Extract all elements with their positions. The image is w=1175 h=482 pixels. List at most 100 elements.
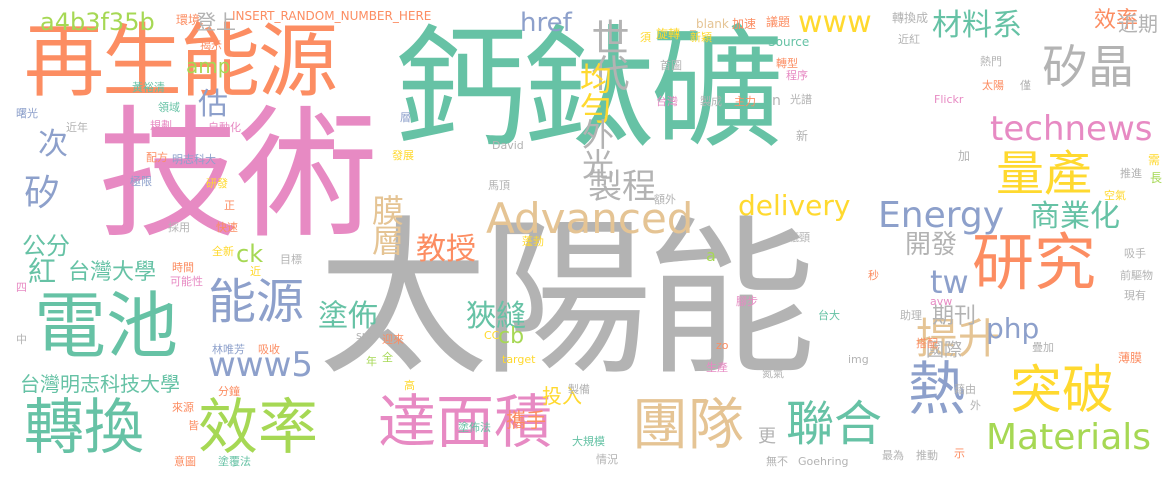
word: Source (768, 35, 810, 49)
word: 期刊 (932, 304, 977, 329)
word: 吸手 (1124, 247, 1146, 260)
word: 助理 (900, 309, 922, 322)
word: 高 (404, 379, 415, 392)
word: tw (930, 263, 969, 301)
word: ck (236, 240, 264, 268)
word: 曙光 (16, 107, 38, 120)
word: 吸收 (258, 343, 280, 356)
word: 轉換 (24, 393, 144, 463)
word: 林唯芳 (212, 343, 245, 356)
word: 時間 (172, 261, 194, 274)
word: 台大 (818, 309, 840, 322)
word: n (772, 93, 781, 109)
word: 層 (400, 111, 411, 124)
word: 台灣大學 (68, 260, 157, 285)
word: 薄膜 (1118, 351, 1143, 365)
word: 台灣 (656, 95, 678, 108)
word: 光譜 (790, 93, 812, 106)
word: _blank (690, 17, 729, 31)
word: 環境 (176, 13, 201, 27)
word: 極限 (130, 175, 152, 188)
word: 腳步 (736, 295, 758, 308)
word: INSERT_RANDOM_NUMBER_HERE (232, 9, 432, 23)
word: 現有 (1124, 289, 1146, 302)
word: 生產 (706, 361, 728, 374)
word: 示 (954, 447, 965, 460)
word: 世代 (585, 18, 629, 90)
word: 近年 (66, 121, 88, 134)
word: 熱門 (980, 55, 1002, 68)
word: Materials (986, 417, 1152, 458)
word: 加 (958, 149, 971, 163)
word: 外 (970, 399, 981, 412)
word: 大規模 (572, 435, 605, 448)
word: 聯合 (786, 396, 883, 452)
word: 自動化 (208, 121, 241, 134)
word: 效率 (198, 393, 318, 463)
word: 研究 (972, 226, 1097, 299)
word: 製成 (700, 95, 722, 108)
word: 估 (198, 87, 228, 122)
word: 前驅物 (1120, 269, 1153, 282)
word: href (520, 8, 572, 38)
word: 紅 (28, 255, 57, 288)
word: 近 (250, 265, 261, 278)
word: 迎來 (382, 333, 404, 346)
word: 快速 (216, 221, 238, 234)
word: 塗覆法 (218, 455, 251, 468)
word: zo (716, 339, 729, 352)
word: 近紅 (898, 33, 920, 46)
word: 配方 (146, 151, 168, 164)
word: 全新 (212, 245, 234, 258)
word: avw (930, 295, 953, 308)
word: 馬頂 (488, 179, 510, 192)
word: 膜層 (367, 194, 405, 255)
word: 矽 (24, 173, 61, 214)
word: 攜手 (506, 408, 546, 432)
word: 發展 (392, 149, 414, 162)
word: 長 (1150, 171, 1163, 185)
word: img (848, 353, 869, 366)
word: 須 (640, 31, 651, 44)
word: 量產 (996, 146, 1093, 202)
word: 首圖 (660, 59, 682, 72)
word: 塗佈法 (458, 421, 491, 434)
word: CC (484, 329, 500, 342)
word: 採用 (168, 221, 190, 234)
word: 台灣明志科技大學 (20, 372, 180, 396)
word: 藉由 (954, 383, 976, 396)
word: 鈣鈦礦 (395, 13, 783, 167)
word: 正 (224, 199, 235, 212)
word: 可能性 (170, 275, 203, 288)
word: 投入 (542, 384, 582, 408)
word: 研發 (206, 177, 228, 190)
word: 蓬勃 (522, 235, 544, 248)
word: Energy (878, 195, 1005, 236)
word: amp (186, 54, 231, 78)
word: 領域 (158, 101, 180, 114)
word: 狹縫 (466, 299, 526, 334)
word: 塗佈 (318, 299, 378, 334)
word: 需 (1148, 153, 1161, 167)
word: 目標 (280, 253, 302, 266)
word: src (356, 329, 373, 342)
word: 均勻 (575, 62, 613, 123)
word: 更 (758, 426, 776, 447)
word: target (502, 353, 536, 366)
word: 技術 (98, 93, 378, 258)
word: 太陽 (982, 79, 1004, 92)
word: 全 (382, 351, 393, 364)
word: Advanced (486, 194, 694, 243)
word: 年 (366, 355, 377, 368)
word: 推動 (916, 449, 938, 462)
word: 揭示 (200, 39, 222, 52)
word: 旋轉 (656, 27, 681, 41)
word: 新穎 (690, 31, 712, 44)
word: technews (990, 109, 1153, 149)
word: 最為 (882, 449, 904, 462)
word: 瓶頸 (788, 231, 810, 244)
word: 轉型 (776, 57, 798, 70)
word: 團隊 (632, 393, 744, 458)
word: 秒 (868, 269, 879, 282)
